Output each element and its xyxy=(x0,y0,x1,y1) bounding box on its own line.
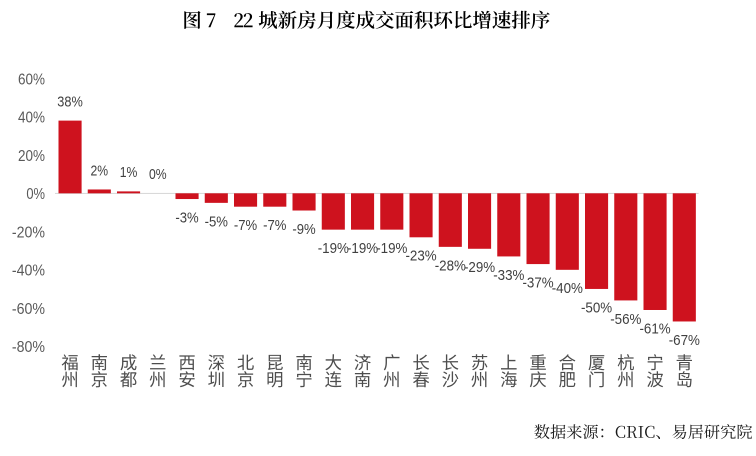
svg-text:-67%: -67% xyxy=(669,333,700,349)
svg-text:-5%: -5% xyxy=(205,214,228,230)
svg-text:-23%: -23% xyxy=(405,249,436,265)
svg-text:-20%: -20% xyxy=(12,224,45,241)
svg-text:-61%: -61% xyxy=(639,321,670,337)
svg-text:-33%: -33% xyxy=(493,268,524,284)
svg-text:0%: 0% xyxy=(149,167,167,183)
svg-text:-7%: -7% xyxy=(263,218,286,234)
svg-text:0%: 0% xyxy=(26,186,45,203)
svg-text:-9%: -9% xyxy=(292,222,315,238)
svg-text:-50%: -50% xyxy=(581,300,612,316)
svg-text:-40%: -40% xyxy=(12,263,45,280)
svg-text:2%: 2% xyxy=(91,163,109,179)
svg-text:-40%: -40% xyxy=(552,281,583,297)
svg-text:-19%: -19% xyxy=(318,241,349,257)
svg-text:-3%: -3% xyxy=(175,210,198,226)
svg-text:40%: 40% xyxy=(18,110,45,127)
svg-text:-56%: -56% xyxy=(610,312,641,328)
svg-text:-37%: -37% xyxy=(522,275,553,291)
svg-text:1%: 1% xyxy=(120,165,138,181)
svg-text:-19%: -19% xyxy=(376,241,407,257)
svg-text:-7%: -7% xyxy=(234,218,257,234)
svg-text:-80%: -80% xyxy=(12,339,45,356)
svg-text:-28%: -28% xyxy=(435,258,466,274)
svg-text:-19%: -19% xyxy=(347,241,378,257)
svg-text:-60%: -60% xyxy=(12,301,45,318)
svg-text:20%: 20% xyxy=(18,148,45,165)
svg-text:38%: 38% xyxy=(57,94,83,110)
svg-text:60%: 60% xyxy=(18,71,45,88)
svg-text:-29%: -29% xyxy=(464,260,495,276)
